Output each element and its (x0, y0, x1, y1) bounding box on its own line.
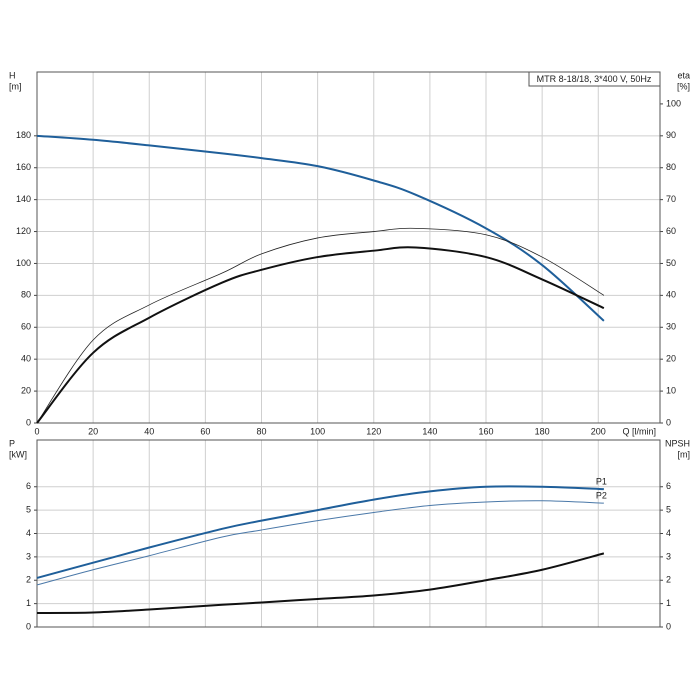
y2-tick-label: 6 (666, 481, 671, 491)
y2-tick-label: 30 (666, 322, 676, 332)
y-tick-label: 0 (26, 621, 31, 631)
y-axis-label: [m] (9, 81, 22, 91)
y2-tick-label: 70 (666, 194, 676, 204)
y2-tick-label: 0 (666, 621, 671, 631)
y2-tick-label: 20 (666, 354, 676, 364)
y2-axis-label: eta (677, 70, 690, 80)
y-tick-label: 40 (21, 354, 31, 364)
series-line (36, 134, 605, 322)
y-tick-label: 1 (26, 598, 31, 608)
y-tick-label: 60 (21, 322, 31, 332)
y2-tick-label: 0 (666, 417, 671, 427)
y2-tick-label: 40 (666, 290, 676, 300)
y-axis-label: P (9, 438, 15, 448)
series-label: P2 (596, 490, 607, 500)
y2-axis-label: [m] (678, 449, 691, 459)
y2-tick-label: 4 (666, 528, 671, 538)
series-line (36, 552, 605, 614)
x-axis-label: Q [l/min] (622, 426, 656, 436)
title-box (528, 71, 661, 87)
y-tick-label: 5 (26, 505, 31, 515)
plot-frame (36, 71, 661, 424)
y2-axis-label: [%] (677, 81, 690, 91)
x-tick-label: 160 (478, 426, 493, 436)
y2-tick-label: 1 (666, 598, 671, 608)
y2-tick-label: 100 (666, 98, 681, 108)
y-axis-label: [kW] (9, 449, 27, 459)
y2-tick-label: 2 (666, 575, 671, 585)
y-tick-label: 6 (26, 481, 31, 491)
y2-tick-label: 5 (666, 505, 671, 515)
y-tick-label: 20 (21, 385, 31, 395)
series-line (36, 485, 604, 579)
y2-axis-label: NPSH (665, 438, 690, 448)
y2-tick-label: 80 (666, 162, 676, 172)
y2-tick-label: 10 (666, 385, 676, 395)
x-tick-label: 0 (34, 426, 39, 436)
x-tick-label: 40 (144, 426, 154, 436)
y-tick-label: 4 (26, 528, 31, 538)
y2-tick-label: 90 (666, 130, 676, 140)
x-tick-label: 20 (88, 426, 98, 436)
x-tick-label: 60 (200, 426, 210, 436)
y-tick-label: 160 (16, 162, 31, 172)
x-tick-label: 80 (256, 426, 266, 436)
series-line (36, 500, 604, 586)
x-tick-label: 140 (422, 426, 437, 436)
y2-tick-label: 50 (666, 258, 676, 268)
y-tick-label: 80 (21, 290, 31, 300)
x-tick-label: 120 (366, 426, 381, 436)
x-tick-label: 200 (591, 426, 606, 436)
series-line (36, 227, 605, 424)
series-line (36, 246, 605, 424)
x-tick-label: 180 (535, 426, 550, 436)
y-tick-label: 100 (16, 258, 31, 268)
y-axis-label: H (9, 70, 16, 80)
y-tick-label: 140 (16, 194, 31, 204)
chart-title: MTR 8-18/18, 3*400 V, 50Hz (537, 74, 652, 84)
x-tick-label: 100 (310, 426, 325, 436)
y2-tick-label: 3 (666, 551, 671, 561)
y-tick-label: 2 (26, 575, 31, 585)
y2-tick-label: 60 (666, 226, 676, 236)
plot-frame (36, 439, 661, 628)
series-label: P1 (596, 476, 607, 486)
y-tick-label: 0 (26, 417, 31, 427)
y-tick-label: 120 (16, 226, 31, 236)
y-tick-label: 180 (16, 130, 31, 140)
y-tick-label: 3 (26, 551, 31, 561)
